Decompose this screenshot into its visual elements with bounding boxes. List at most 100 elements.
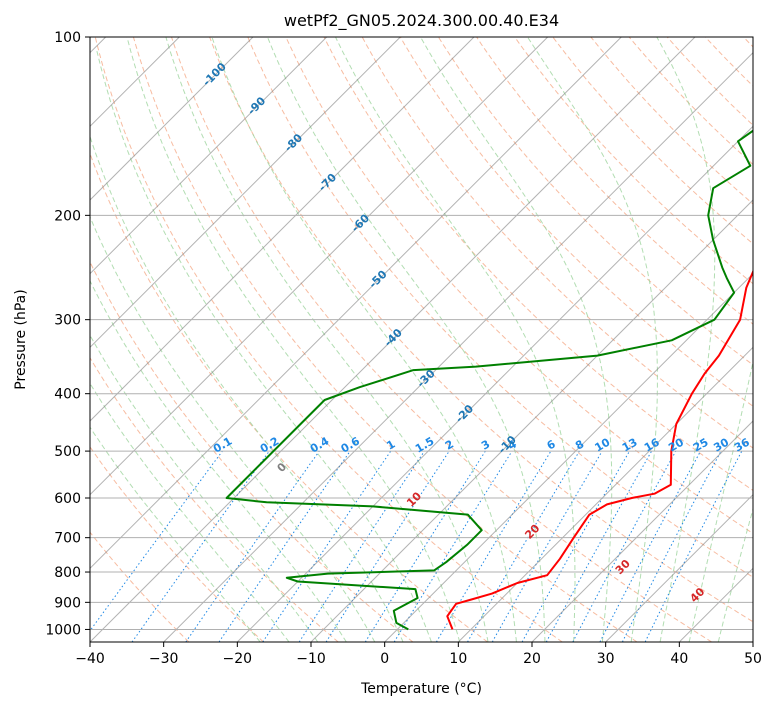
mixing-ratio-label: 25 xyxy=(691,436,711,455)
mixing-ratio-line xyxy=(185,450,320,642)
mixing-ratio-line xyxy=(90,450,223,632)
x-tick-label: −40 xyxy=(75,651,105,667)
mixing-ratio-label: 6 xyxy=(545,437,558,452)
moist-adiabat-line xyxy=(717,506,753,642)
isotherm-label: -20 xyxy=(453,402,476,425)
mixing-ratio-line xyxy=(435,450,552,642)
isotherm-line xyxy=(90,37,696,642)
y-axis-label: Pressure (hPa) xyxy=(13,289,29,389)
x-axis-label: Temperature (°C) xyxy=(360,681,482,697)
isotherm-line xyxy=(163,51,753,642)
y-tick-label: 800 xyxy=(54,565,81,581)
mixing-ratio-line xyxy=(131,450,270,642)
isotherm-line xyxy=(678,567,753,642)
dry-adiabat-line xyxy=(437,37,753,366)
mixing-ratio-line xyxy=(393,450,513,642)
x-tick-label: 20 xyxy=(523,651,541,667)
x-tick-label: 30 xyxy=(597,651,615,667)
dry-adiabat-line xyxy=(247,37,753,578)
mixing-ratio-label: 1.5 xyxy=(413,435,436,456)
moist-adiabat-line xyxy=(688,359,753,642)
dry-adiabat-line xyxy=(209,37,753,623)
y-tick-label: 200 xyxy=(54,208,81,224)
dry-adiabat-line xyxy=(171,37,712,642)
dry-adiabat-line xyxy=(361,37,753,449)
y-tick-label: 600 xyxy=(54,491,81,507)
plot-frame xyxy=(89,36,754,643)
dry-adiabat-line xyxy=(476,37,753,325)
x-tick-label: 50 xyxy=(744,651,762,667)
mixing-ratio-label: 16 xyxy=(642,435,662,454)
moist-adiabat-line xyxy=(656,37,716,642)
isotherm-line xyxy=(605,493,753,642)
isotherm-line xyxy=(310,199,753,642)
mixing-ratio-line xyxy=(325,450,450,642)
mixing-ratio-label: 0.6 xyxy=(339,434,363,455)
x-tick-label: −30 xyxy=(149,651,179,667)
isotherm-line xyxy=(752,641,753,642)
mixing-ratio-label: 20 xyxy=(666,435,686,454)
mixing-ratio-label: 0.4 xyxy=(308,434,332,455)
y-tick-label: 900 xyxy=(54,595,81,611)
mixing-ratio-line xyxy=(467,450,580,642)
mixing-ratio-label: 0.2 xyxy=(258,435,281,456)
dry-adiabat-line xyxy=(94,37,563,642)
moist-adiabat-line xyxy=(335,37,576,642)
mixing-ratio-line xyxy=(599,450,701,642)
isotherm-line xyxy=(457,346,753,642)
isotherm-line xyxy=(90,37,328,275)
isotherm-line xyxy=(90,37,254,201)
mixing-ratio-line xyxy=(545,450,653,642)
moist-adiabat-label: 20 xyxy=(522,521,542,541)
moist-adiabat-line xyxy=(527,37,658,642)
moist-adiabat-line xyxy=(165,37,489,642)
mixing-ratio-label: 1 xyxy=(384,438,397,453)
isotherm-line xyxy=(236,125,753,642)
x-tick-label: 0 xyxy=(380,651,389,667)
mixing-ratio-line xyxy=(298,450,425,642)
chart-title: wetPf2_GN05.2024.300.00.40.E34 xyxy=(284,11,559,31)
mixing-ratio-label: 10 xyxy=(593,435,613,454)
x-tick-label: −20 xyxy=(223,651,253,667)
y-tick-label: 300 xyxy=(54,313,81,329)
x-tick-label: 10 xyxy=(449,651,467,667)
x-tick-label: −10 xyxy=(296,651,326,667)
moist-adiabat-line xyxy=(267,37,546,642)
isotherm-line xyxy=(90,37,622,570)
dry-adiabat-line xyxy=(90,531,190,642)
dry-adiabat-line xyxy=(323,37,753,491)
dewpoint-profile xyxy=(225,129,753,631)
isotherm-line xyxy=(90,37,549,496)
isotherm-line xyxy=(384,272,753,642)
dry-adiabat-line xyxy=(704,37,753,87)
moist-adiabat-line xyxy=(96,50,432,642)
y-tick-label: 700 xyxy=(54,531,81,547)
dry-adiabat-line xyxy=(90,260,414,642)
dry-adiabat-line xyxy=(90,446,264,642)
dry-adiabat-line xyxy=(743,37,753,48)
y-tick-label: 100 xyxy=(54,30,81,46)
dry-adiabat-line xyxy=(552,37,753,245)
moist-adiabat-line xyxy=(90,426,261,642)
isotherm-line xyxy=(90,37,401,349)
y-tick-label: 500 xyxy=(54,444,81,460)
isotherm-line xyxy=(531,420,753,642)
moist-adiabat-line xyxy=(211,37,517,642)
isotherm-line xyxy=(90,37,475,422)
x-tick-label: 40 xyxy=(670,651,688,667)
mixing-ratio-line xyxy=(572,450,677,642)
dry-adiabat-line xyxy=(399,37,753,407)
isotherm-label: -90 xyxy=(245,94,268,117)
mixing-ratio-label: 30 xyxy=(711,435,731,454)
moist-adiabat-line xyxy=(90,382,290,642)
temperature-profile xyxy=(446,269,753,630)
y-tick-label: 400 xyxy=(54,387,81,403)
moist-adiabat-line xyxy=(420,37,613,642)
dry-adiabat-line xyxy=(132,37,638,642)
mixing-ratio-line xyxy=(491,450,603,642)
dry-adiabat-line xyxy=(590,37,753,205)
moist-adiabat-line xyxy=(126,37,461,642)
isotherm-label: -40 xyxy=(382,326,405,349)
moist-adiabat-label: 10 xyxy=(404,489,424,509)
